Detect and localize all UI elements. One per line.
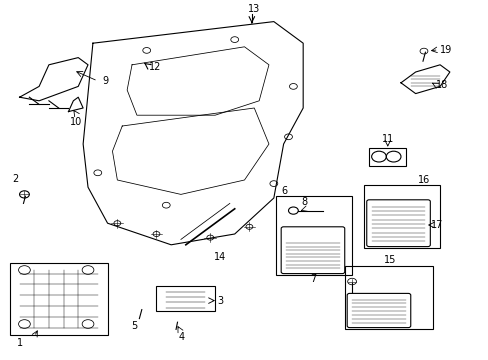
- Text: 16: 16: [417, 175, 429, 185]
- Bar: [156, 286, 215, 311]
- Bar: [368, 148, 405, 166]
- Text: 8: 8: [301, 197, 307, 207]
- Text: 18: 18: [435, 80, 447, 90]
- Text: 13: 13: [247, 4, 260, 14]
- Text: 10: 10: [69, 117, 82, 127]
- Text: 7: 7: [309, 274, 315, 284]
- Text: 3: 3: [217, 296, 224, 306]
- Text: 5: 5: [131, 321, 137, 331]
- Text: 4: 4: [178, 332, 184, 342]
- Bar: [364, 185, 439, 248]
- Text: 19: 19: [439, 45, 451, 55]
- Text: 6: 6: [281, 186, 287, 196]
- Text: 11: 11: [381, 134, 393, 144]
- Text: 14: 14: [213, 252, 226, 262]
- Text: 12: 12: [149, 62, 161, 72]
- Bar: [10, 263, 107, 335]
- Text: 9: 9: [102, 76, 109, 86]
- Text: 1: 1: [17, 338, 22, 348]
- Text: 17: 17: [430, 220, 443, 230]
- Bar: [276, 196, 351, 275]
- Text: 15: 15: [383, 255, 395, 265]
- Text: 2: 2: [13, 174, 19, 184]
- Bar: [344, 266, 432, 329]
